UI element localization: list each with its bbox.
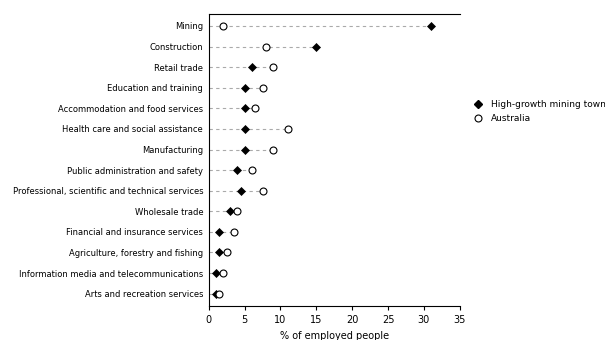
X-axis label: % of employed people: % of employed people (280, 330, 389, 340)
Legend: High-growth mining towns, Australia: High-growth mining towns, Australia (469, 100, 605, 123)
